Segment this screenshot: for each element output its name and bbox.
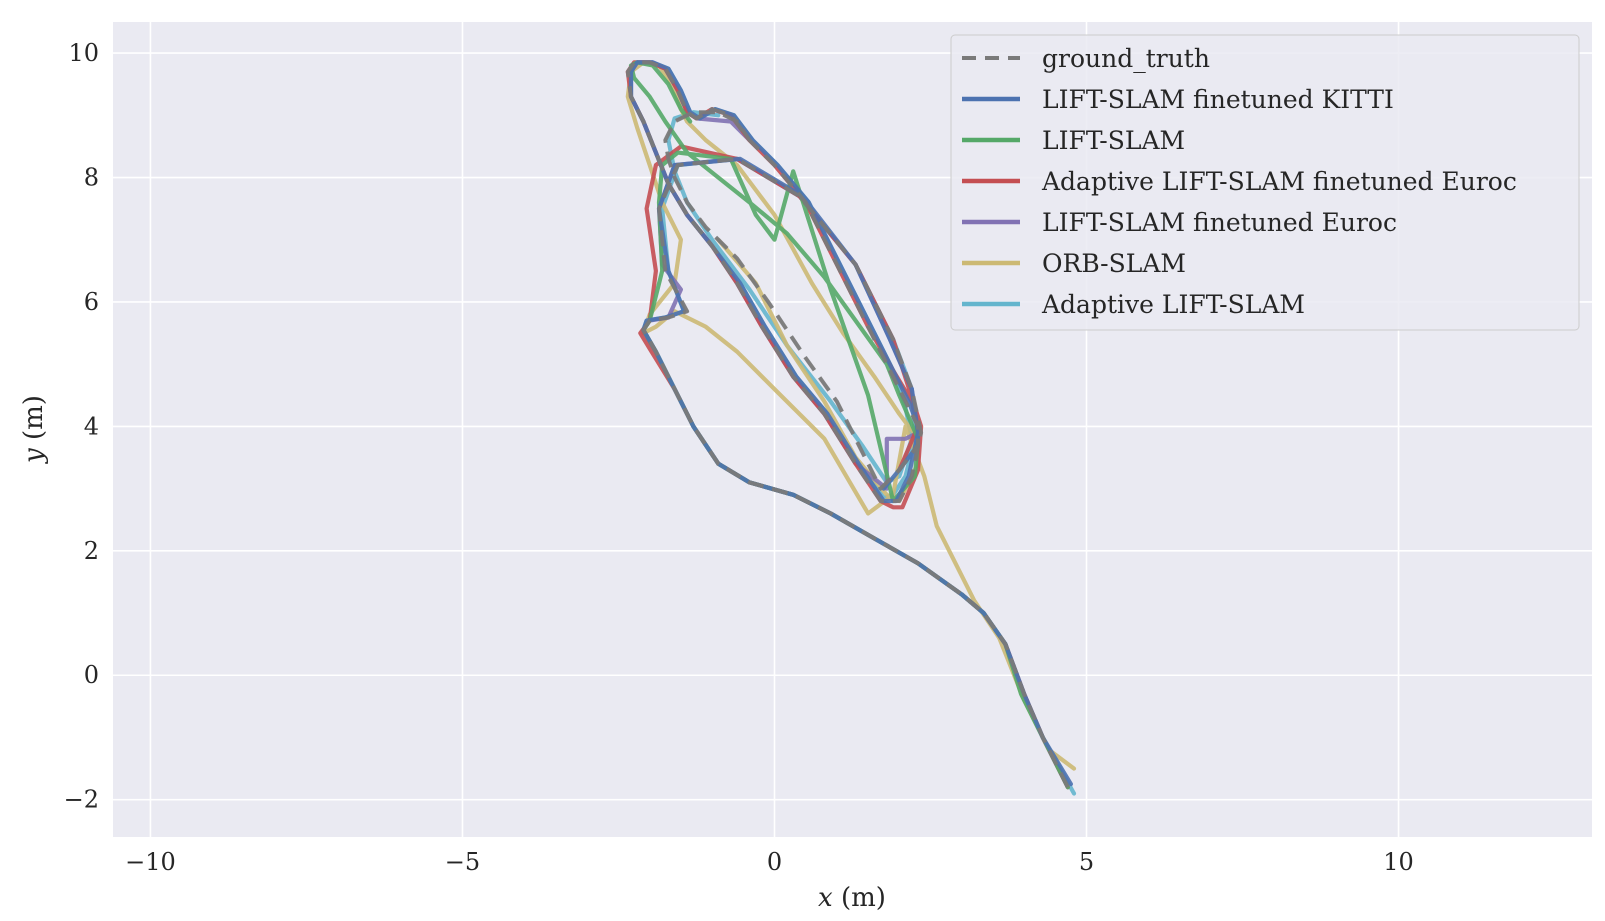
tick-labels: −10 −5 0 5 10 −2 0 2 4 6 8 10 xyxy=(64,39,1414,876)
x-tick-label: 0 xyxy=(767,848,782,876)
x-axis-label: x (m) xyxy=(818,883,886,913)
x-tick-label: 5 xyxy=(1079,848,1094,876)
legend-label: LIFT-SLAM finetuned Euroc xyxy=(1042,208,1397,237)
legend: ground_truth LIFT-SLAM finetuned KITTI LIF… xyxy=(950,34,1580,331)
y-tick-label: 2 xyxy=(84,537,99,565)
y-tick-label: 6 xyxy=(84,288,99,316)
legend-label: Adaptive LIFT-SLAM finetuned Euroc xyxy=(1041,167,1517,196)
series-lines xyxy=(625,60,1077,796)
legend-label: ground_truth xyxy=(1042,44,1210,73)
y-tick-label: 10 xyxy=(68,39,99,67)
y-axis-label: y (m) xyxy=(19,395,49,464)
y-tick-label: 4 xyxy=(84,412,99,440)
legend-label: LIFT-SLAM finetuned KITTI xyxy=(1042,85,1394,114)
y-tick-label: 8 xyxy=(84,164,99,192)
legend-label: ORB-SLAM xyxy=(1042,249,1186,278)
series-line-ground-truth-overlay xyxy=(626,60,1070,788)
x-tick-label: −10 xyxy=(125,848,176,876)
y-tick-label: 0 xyxy=(84,661,99,689)
y-tick-label: −2 xyxy=(64,786,99,814)
x-tick-label: 10 xyxy=(1383,848,1414,876)
x-tick-label: −5 xyxy=(445,848,480,876)
legend-box xyxy=(950,34,1580,331)
series-line-lift-slam-finetuned-kitti xyxy=(628,60,1074,787)
legend-label: Adaptive LIFT-SLAM xyxy=(1041,290,1305,319)
legend-label: LIFT-SLAM xyxy=(1042,126,1185,155)
